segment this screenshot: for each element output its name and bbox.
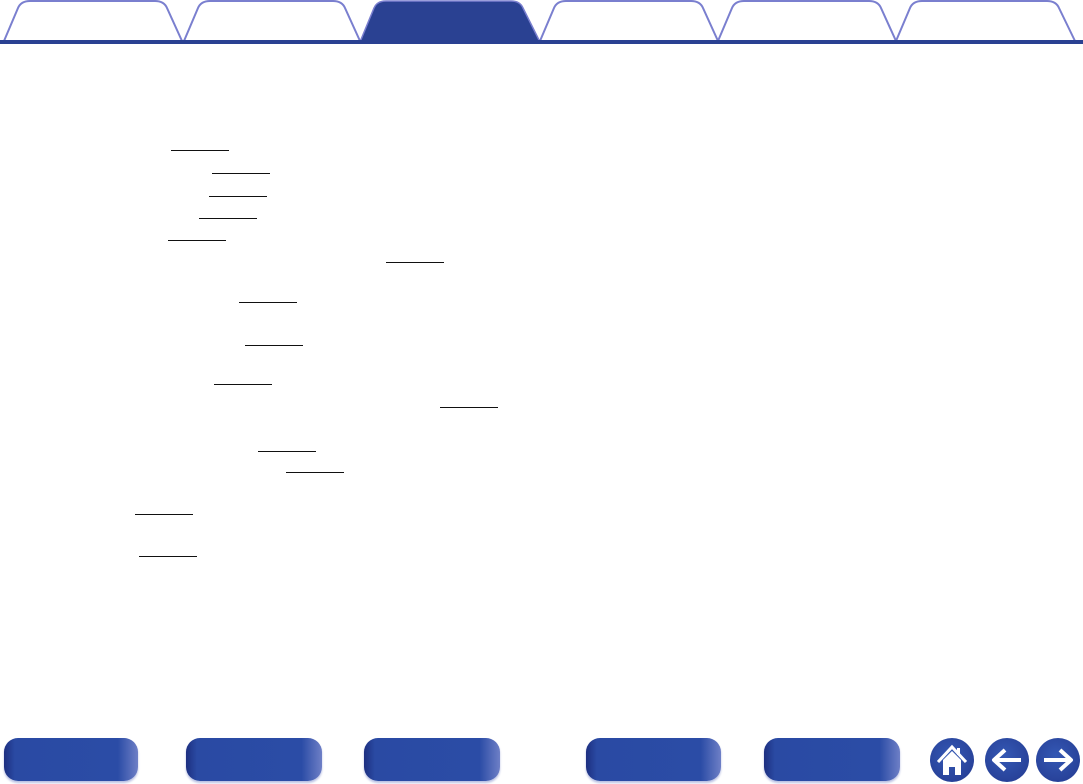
link-13[interactable] <box>135 514 193 515</box>
footer-button-1[interactable] <box>4 738 138 781</box>
tab-bar-line <box>0 40 1083 44</box>
link-2[interactable] <box>212 173 270 174</box>
link-3[interactable] <box>209 196 267 197</box>
footer-button-3[interactable] <box>364 738 500 781</box>
tab-1[interactable] <box>3 0 183 42</box>
link-11[interactable] <box>258 451 316 452</box>
link-5[interactable] <box>168 240 226 241</box>
back-button[interactable] <box>985 738 1029 782</box>
footer-button-5[interactable] <box>764 738 900 781</box>
tab-3-active[interactable] <box>358 0 542 43</box>
arrow-right-icon <box>1044 748 1073 772</box>
tab-bar <box>0 0 1083 44</box>
link-8[interactable] <box>245 345 303 346</box>
footer-button-4[interactable] <box>586 738 721 781</box>
tab-2[interactable] <box>183 0 361 42</box>
tab-4[interactable] <box>539 0 719 42</box>
home-button[interactable] <box>930 738 974 782</box>
forward-button[interactable] <box>1036 738 1080 782</box>
link-10[interactable] <box>440 407 498 408</box>
link-6[interactable] <box>386 262 444 263</box>
link-4[interactable] <box>199 218 257 219</box>
tab-5[interactable] <box>717 0 897 42</box>
link-7[interactable] <box>239 302 297 303</box>
link-14[interactable] <box>139 556 197 557</box>
arrow-left-icon <box>992 748 1021 772</box>
footer-button-2[interactable] <box>186 738 322 781</box>
home-icon <box>936 744 968 775</box>
link-1[interactable] <box>171 150 229 151</box>
tab-6[interactable] <box>895 0 1076 42</box>
link-9[interactable] <box>214 384 272 385</box>
link-12[interactable] <box>286 472 344 473</box>
